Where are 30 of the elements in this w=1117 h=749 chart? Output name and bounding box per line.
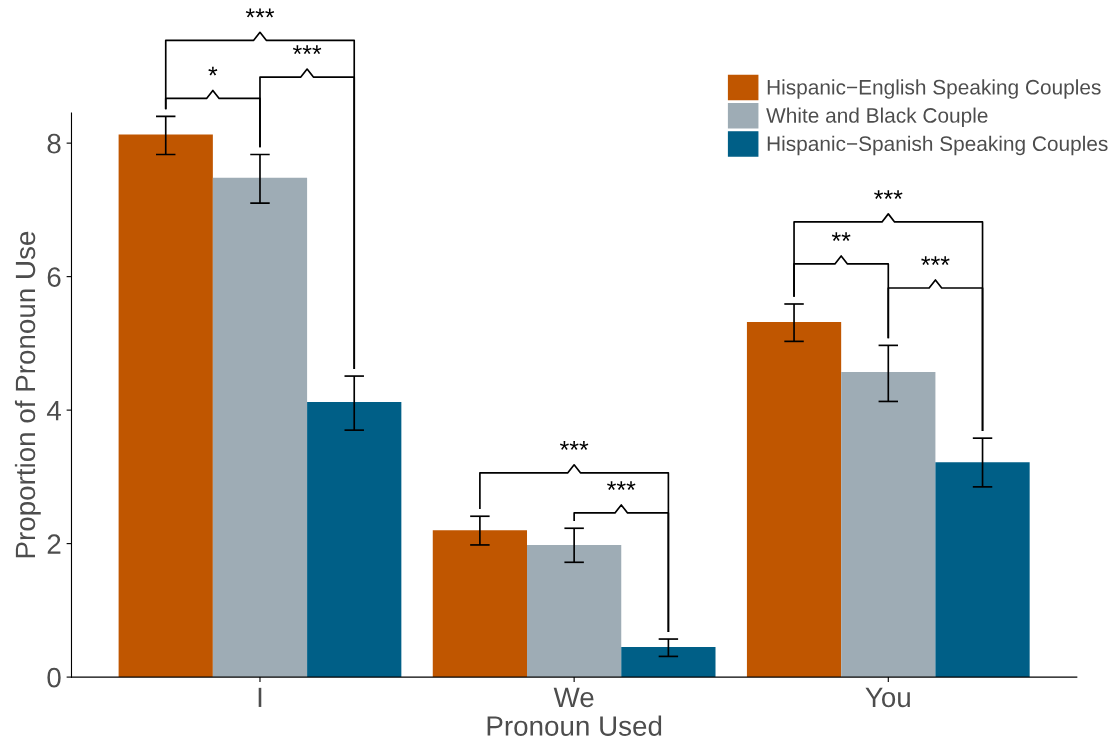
annotation: *** — [874, 190, 903, 199]
bar — [118, 134, 213, 678]
annotation: *** — [921, 256, 950, 266]
bar — [527, 544, 622, 678]
legend-label: White and Black Couple — [766, 107, 988, 127]
bar — [212, 177, 308, 678]
bar — [841, 372, 936, 678]
annotation: ** — [831, 232, 851, 241]
y-tick-label: 8 — [47, 133, 61, 154]
annotation: *** — [559, 441, 589, 450]
text: * — [208, 66, 218, 76]
legend-label: Hispanic−Spanish Speaking Couples — [767, 135, 1108, 156]
bar — [935, 462, 1030, 678]
legend-label: Hispanic−English Speaking Couples — [767, 79, 1101, 99]
bar — [621, 647, 716, 678]
x-tick-label: You — [865, 687, 910, 708]
y-tick-label: 4 — [46, 401, 61, 421]
y-tick-label: 6 — [47, 267, 61, 287]
x-axis-title: Pronoun Used — [487, 715, 662, 736]
bar — [307, 402, 402, 678]
text: *** — [245, 8, 275, 18]
bar — [432, 530, 528, 678]
bar — [746, 322, 842, 678]
text: *** — [292, 45, 322, 55]
y-tick-label: 0 — [47, 667, 61, 688]
y-tick-label: 2 — [47, 534, 61, 554]
x-tick-label: We — [553, 687, 594, 708]
annotation: *** — [607, 481, 636, 490]
x-tick-label: I — [258, 687, 262, 707]
y-axis-title: Proportion of Pronoun Use — [14, 231, 41, 558]
